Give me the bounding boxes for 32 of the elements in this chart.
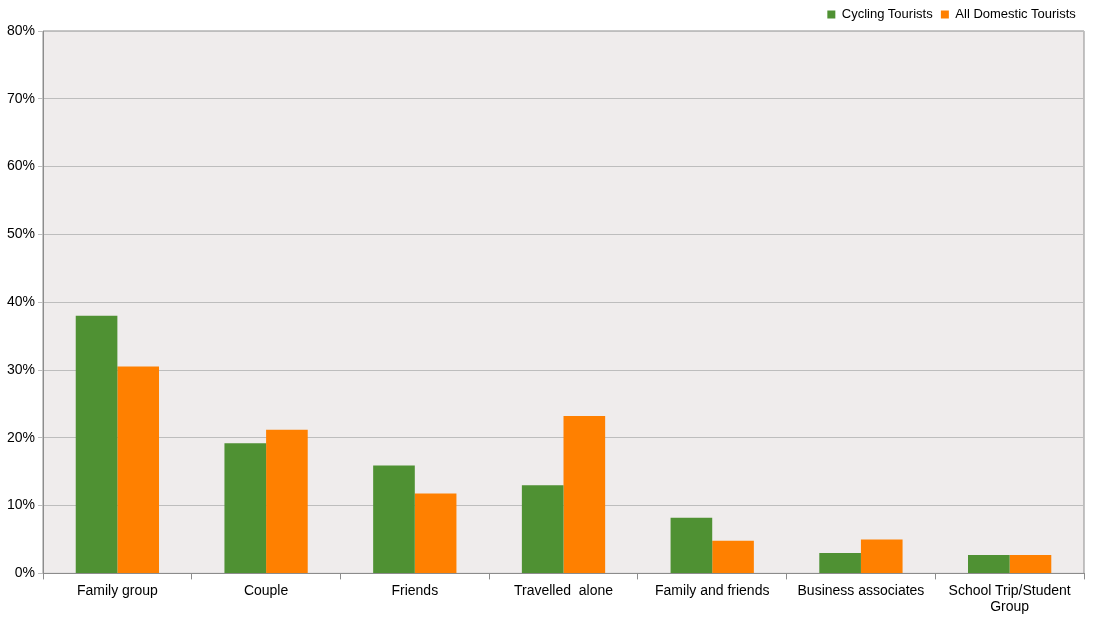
bar [670,517,713,573]
y-tick-label: 60% [6,157,36,174]
x-tick-label: Friends [391,581,439,598]
y-tick-label: 10% [6,496,36,513]
legend-label: All Domestic Tourists [955,6,1077,22]
bar [414,493,457,573]
bar [819,553,861,573]
bar [75,315,118,573]
bar [860,539,903,573]
y-tick-label: 0% [14,564,36,581]
y-tick-label: 40% [6,293,36,310]
legend-label: Cycling Tourists [841,6,934,22]
x-tick-label: Business associates [797,581,925,598]
bar [1009,555,1052,573]
y-tick-label: 80% [6,21,36,38]
bar [373,465,415,573]
x-tick-label: Family and friends [655,581,770,598]
y-tick-label: 50% [6,225,36,242]
x-tick-label: Family group [76,581,159,598]
bar [521,485,564,573]
bar [563,416,606,573]
x-tick-label: Couple [243,581,289,598]
bar [712,540,754,573]
bar [266,429,308,573]
bar [968,555,1010,573]
bar [117,366,160,573]
y-tick-label: 70% [6,89,36,106]
x-tick-label: Travelled alone [513,581,614,598]
bar [224,443,267,573]
y-tick-label: 20% [6,428,36,445]
y-tick-label: 30% [6,360,36,377]
x-tick-label: School Trip/Student Group [948,581,1071,615]
